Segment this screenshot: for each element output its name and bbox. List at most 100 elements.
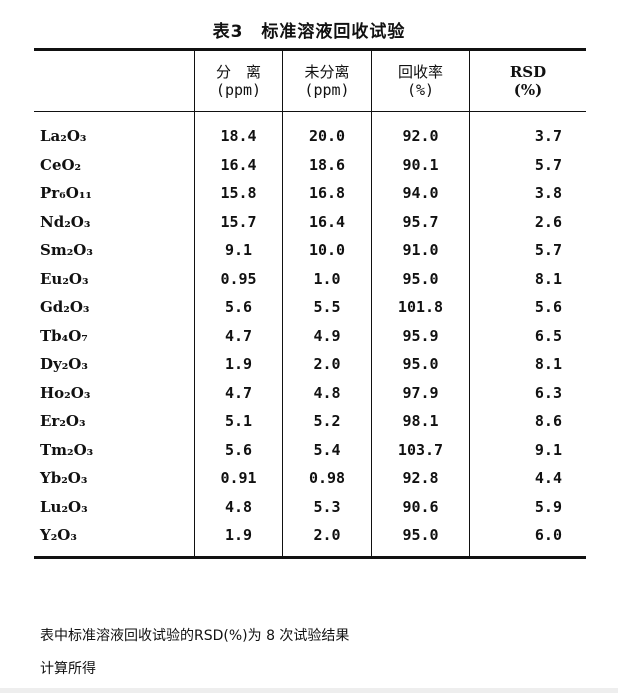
recovery-cell: 95.0 xyxy=(371,521,470,557)
table-row: CeO₂ 16.4 18.6 90.1 5.7 xyxy=(34,150,586,179)
unseparated-cell: 5.4 xyxy=(282,435,372,464)
recovery-cell: 91.0 xyxy=(371,236,470,265)
recovery-cell: 90.1 xyxy=(371,150,470,179)
separated-cell: 5.1 xyxy=(194,407,283,436)
separated-cell: 1.9 xyxy=(194,350,283,379)
header-unit: (%) xyxy=(406,81,435,99)
recovery-cell: 92.0 xyxy=(371,111,470,151)
unseparated-cell: 1.0 xyxy=(282,264,372,293)
table-row: Gd₂O₃ 5.6 5.5 101.8 5.6 xyxy=(34,293,586,322)
table-row: Tb₄O₇ 4.7 4.9 95.9 6.5 xyxy=(34,321,586,350)
unseparated-cell: 10.0 xyxy=(282,236,372,265)
rsd-cell: 5.9 xyxy=(469,492,586,521)
table-row: Dy₂O₃ 1.9 2.0 95.0 8.1 xyxy=(34,350,586,379)
compound-cell: Pr₆O₁₁ xyxy=(40,184,92,203)
table-row: Y₂O₃ 1.9 2.0 95.0 6.0 xyxy=(34,521,586,557)
header-unit: (ppm) xyxy=(215,81,262,99)
recovery-cell: 95.9 xyxy=(371,321,470,350)
compound-cell: Gd₂O₃ xyxy=(40,298,90,317)
compound-cell: La₂O₃ xyxy=(40,127,87,146)
unseparated-cell: 20.0 xyxy=(282,111,372,151)
table-row: Lu₂O₃ 4.8 5.3 90.6 5.9 xyxy=(34,492,586,521)
footnote-line: 表中标准溶液回收试验的RSD(%)为 8 次试验结果 xyxy=(40,628,350,644)
recovery-table: 分 离 (ppm) 未分离 (ppm) 回收率 (%) RSD (%) La₂O₃ 18.… xyxy=(34,48,586,559)
header-unseparated: 未分离 (ppm) xyxy=(282,49,372,112)
rsd-cell: 6.3 xyxy=(469,378,586,407)
compound-cell: CeO₂ xyxy=(40,155,82,174)
rsd-cell: 3.8 xyxy=(469,179,586,208)
recovery-cell: 103.7 xyxy=(371,435,470,464)
separated-cell: 15.7 xyxy=(194,207,283,236)
separated-cell: 0.91 xyxy=(194,464,283,493)
recovery-cell: 94.0 xyxy=(371,179,470,208)
rsd-cell: 5.6 xyxy=(469,293,586,322)
separated-cell: 4.8 xyxy=(194,492,283,521)
recovery-cell: 98.1 xyxy=(371,407,470,436)
footnote: 表中标准溶液回收试验的RSD(%)为 8 次试验结果 计算所得 xyxy=(40,620,580,686)
unseparated-cell: 4.8 xyxy=(282,378,372,407)
unseparated-cell: 5.5 xyxy=(282,293,372,322)
compound-cell: Eu₂O₃ xyxy=(40,269,89,288)
header-row: 分 离 (ppm) 未分离 (ppm) 回收率 (%) RSD (%) xyxy=(34,49,586,112)
header-separated: 分 离 (ppm) xyxy=(194,49,283,112)
table-row: Pr₆O₁₁ 15.8 16.8 94.0 3.8 xyxy=(34,179,586,208)
separated-cell: 16.4 xyxy=(194,150,283,179)
separated-cell: 18.4 xyxy=(194,111,283,151)
header-label: 回收率 xyxy=(397,63,443,81)
rsd-cell: 8.6 xyxy=(469,407,586,436)
compound-cell: Lu₂O₃ xyxy=(40,497,88,516)
separated-cell: 0.95 xyxy=(194,264,283,293)
table-row: La₂O₃ 18.4 20.0 92.0 3.7 xyxy=(34,111,586,151)
rsd-cell: 3.7 xyxy=(469,111,586,151)
header-label: 未分离 xyxy=(304,63,350,81)
rsd-cell: 8.1 xyxy=(469,350,586,379)
page-edge xyxy=(0,688,618,693)
compound-cell: Yb₂O₃ xyxy=(40,469,88,488)
compound-cell: Dy₂O₃ xyxy=(40,355,88,374)
separated-cell: 1.9 xyxy=(194,521,283,557)
footnote-line: 计算所得 xyxy=(40,661,96,677)
table-row: Tm₂O₃ 5.6 5.4 103.7 9.1 xyxy=(34,435,586,464)
table-row: Er₂O₃ 5.1 5.2 98.1 8.6 xyxy=(34,407,586,436)
table-title: 表3 标准溶液回收试验 xyxy=(212,22,406,42)
table-row: Ho₂O₃ 4.7 4.8 97.9 6.3 xyxy=(34,378,586,407)
rsd-cell: 4.4 xyxy=(469,464,586,493)
rsd-cell: 6.5 xyxy=(469,321,586,350)
recovery-cell: 95.7 xyxy=(371,207,470,236)
compound-cell: Y₂O₃ xyxy=(40,526,77,545)
rsd-cell: 9.1 xyxy=(469,435,586,464)
table-row: Nd₂O₃ 15.7 16.4 95.7 2.6 xyxy=(34,207,586,236)
unseparated-cell: 16.8 xyxy=(282,179,372,208)
unseparated-cell: 4.9 xyxy=(282,321,372,350)
unseparated-cell: 18.6 xyxy=(282,150,372,179)
table-row: Eu₂O₃ 0.95 1.0 95.0 8.1 xyxy=(34,264,586,293)
rsd-cell: 6.0 xyxy=(469,521,586,557)
recovery-cell: 90.6 xyxy=(371,492,470,521)
separated-cell: 15.8 xyxy=(194,179,283,208)
header-label: RSD xyxy=(509,63,547,81)
separated-cell: 5.6 xyxy=(194,293,283,322)
recovery-cell: 95.0 xyxy=(371,350,470,379)
header-rsd: RSD (%) xyxy=(469,49,586,112)
compound-cell: Sm₂O₃ xyxy=(40,241,93,260)
header-compound xyxy=(34,49,195,112)
unseparated-cell: 5.2 xyxy=(282,407,372,436)
separated-cell: 4.7 xyxy=(194,378,283,407)
header-label: 分 离 xyxy=(215,63,261,81)
unseparated-cell: 5.3 xyxy=(282,492,372,521)
recovery-cell: 101.8 xyxy=(371,293,470,322)
table-row: Sm₂O₃ 9.1 10.0 91.0 5.7 xyxy=(34,236,586,265)
unseparated-cell: 16.4 xyxy=(282,207,372,236)
compound-cell: Ho₂O₃ xyxy=(40,383,91,402)
header-recovery: 回收率 (%) xyxy=(371,49,470,112)
separated-cell: 9.1 xyxy=(194,236,283,265)
compound-cell: Tm₂O₃ xyxy=(40,440,94,459)
compound-cell: Nd₂O₃ xyxy=(40,212,91,231)
unseparated-cell: 2.0 xyxy=(282,521,372,557)
table-row: Yb₂O₃ 0.91 0.98 92.8 4.4 xyxy=(34,464,586,493)
unseparated-cell: 0.98 xyxy=(282,464,372,493)
recovery-cell: 92.8 xyxy=(371,464,470,493)
header-unit: (ppm) xyxy=(304,81,350,99)
rsd-cell: 2.6 xyxy=(469,207,586,236)
unseparated-cell: 2.0 xyxy=(282,350,372,379)
